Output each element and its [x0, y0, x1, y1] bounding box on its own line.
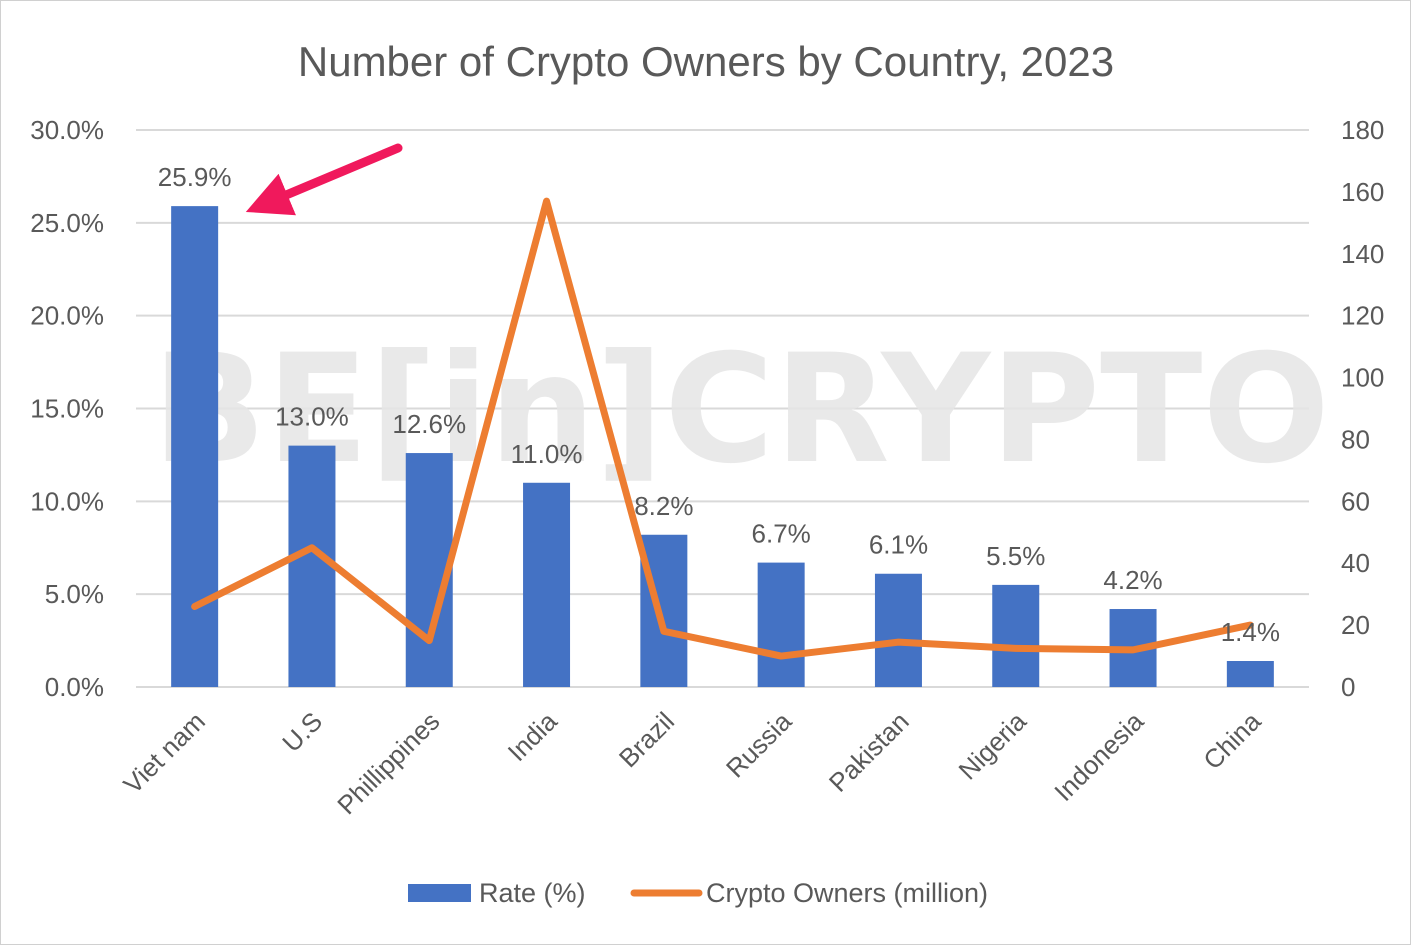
- data-label-1: 13.0%: [275, 402, 349, 432]
- y-axis-right: 0 20 40 60 80 100 120 140 160 180: [1341, 115, 1384, 702]
- annotation-arrow: [279, 148, 398, 198]
- chart-title: Number of Crypto Owners by Country, 2023: [298, 38, 1114, 85]
- bar-4: [640, 535, 687, 687]
- category-label-8: Indonesia: [1048, 706, 1149, 807]
- data-label-9: 1.4%: [1221, 617, 1280, 647]
- data-label-8: 4.2%: [1103, 565, 1162, 595]
- bar-6: [875, 574, 922, 687]
- y-right-tick-label: 0: [1341, 672, 1355, 702]
- y-left-tick-label: 0.0%: [45, 672, 104, 702]
- y-axis-left: 0.0% 5.0% 10.0% 15.0% 20.0% 25.0% 30.0%: [30, 115, 104, 702]
- y-left-tick-label: 30.0%: [30, 115, 104, 145]
- legend-label-owners: Crypto Owners (million): [706, 878, 988, 908]
- data-label-6: 6.1%: [869, 530, 928, 560]
- data-label-4: 8.2%: [634, 491, 693, 521]
- category-label-2: Phillippines: [331, 706, 445, 820]
- data-label-5: 6.7%: [752, 519, 811, 549]
- data-label-3: 11.0%: [511, 439, 583, 469]
- y-right-tick-label: 100: [1341, 363, 1384, 393]
- category-label-1: U.S: [276, 706, 328, 758]
- y-right-tick-label: 20: [1341, 610, 1370, 640]
- category-label-4: Brazil: [613, 706, 680, 773]
- bar-9: [1227, 661, 1274, 687]
- y-right-tick-label: 140: [1341, 239, 1384, 269]
- y-right-tick-label: 60: [1341, 486, 1370, 516]
- y-left-tick-label: 10.0%: [30, 486, 104, 516]
- bar-1: [288, 446, 335, 687]
- category-label-5: Russia: [720, 706, 798, 784]
- bar-5: [758, 563, 805, 687]
- y-left-tick-label: 25.0%: [30, 208, 104, 238]
- category-label-9: China: [1197, 706, 1267, 776]
- y-right-tick-label: 180: [1341, 115, 1384, 145]
- legend-swatch-rate: [408, 884, 471, 902]
- y-left-tick-label: 20.0%: [30, 301, 104, 331]
- data-label-0: 25.9%: [158, 162, 232, 192]
- data-label-2: 12.6%: [392, 409, 466, 439]
- category-label-0: Viet nam: [117, 706, 210, 799]
- y-right-tick-label: 40: [1341, 548, 1370, 578]
- bar-0: [171, 206, 218, 687]
- y-left-tick-label: 5.0%: [45, 579, 104, 609]
- category-label-6: Pakistan: [823, 706, 915, 798]
- legend-label-rate: Rate (%): [479, 878, 586, 908]
- y-right-tick-label: 160: [1341, 177, 1384, 207]
- category-label-7: Nigeria: [953, 706, 1033, 786]
- y-right-tick-label: 120: [1341, 301, 1384, 331]
- y-right-tick-label: 80: [1341, 424, 1370, 454]
- category-label-3: India: [502, 706, 563, 767]
- bar-3: [523, 483, 570, 687]
- data-label-7: 5.5%: [986, 541, 1045, 571]
- bar-7: [992, 585, 1039, 687]
- legend: Rate (%) Crypto Owners (million): [408, 878, 988, 908]
- y-left-tick-label: 15.0%: [30, 394, 104, 424]
